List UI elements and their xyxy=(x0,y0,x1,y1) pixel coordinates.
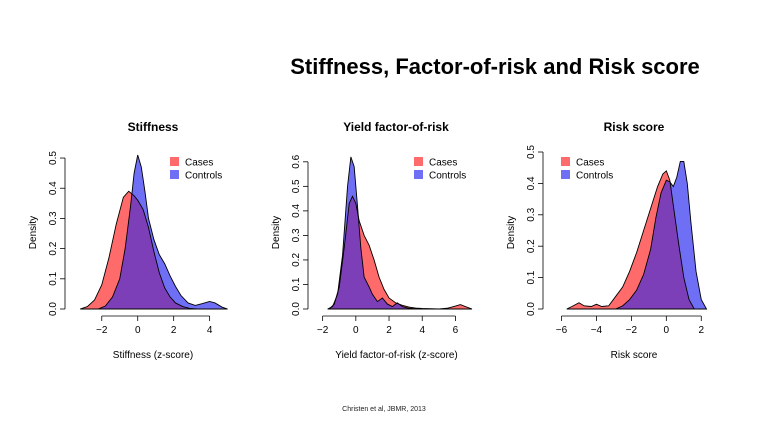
y-tick-label: 0.4 xyxy=(48,181,59,195)
series-overlap xyxy=(615,170,695,309)
x-tick-label: 2 xyxy=(386,325,392,336)
x-tick-label: −4 xyxy=(591,325,603,336)
y-axis-label: Density xyxy=(28,216,39,249)
legend-swatch-controls xyxy=(561,170,570,179)
series-line-cases xyxy=(328,195,473,310)
series-line-cases xyxy=(566,170,696,310)
x-tick-label: 0 xyxy=(135,325,141,336)
y-tick-label: 0.3 xyxy=(48,211,59,225)
x-tick-label: 6 xyxy=(453,325,459,336)
series-line-controls xyxy=(615,160,708,310)
legend-label-cases: Cases xyxy=(429,158,457,169)
y-tick-label: 0.5 xyxy=(526,145,537,159)
legend-label-cases: Cases xyxy=(576,158,604,169)
series-line-controls xyxy=(97,154,228,310)
y-tick-label: 0.0 xyxy=(291,302,302,316)
y-tick-label: 0.2 xyxy=(48,241,59,255)
x-tick-label: 0 xyxy=(664,325,670,336)
x-tick-label: 4 xyxy=(419,325,425,336)
legend-label-controls: Controls xyxy=(576,171,613,182)
series-overlap xyxy=(98,191,198,309)
legend-swatch-cases xyxy=(414,157,423,166)
y-tick-label: 0.1 xyxy=(291,277,302,291)
x-axis-label: Stiffness (z-score) xyxy=(113,350,193,361)
y-tick-label: 0.1 xyxy=(526,270,537,284)
x-axis-label: Risk score xyxy=(611,350,658,361)
chart-panel-1: Stiffness −2 0 2 4 Stiffness (z-score) 0.0 0.1 0… xyxy=(28,120,228,361)
legend: Cases Controls xyxy=(561,157,613,182)
chart-panel-3: Risk score −6 −4 −2 0 2 Risk score 0.0 0.1 0.2 0.3… xyxy=(506,120,708,361)
slide-title: Stiffness, Factor-of-risk and Risk score xyxy=(290,54,700,79)
y-tick-label: 0.2 xyxy=(526,239,537,253)
legend-swatch-cases xyxy=(561,157,570,166)
legend-label-cases: Cases xyxy=(185,158,213,169)
chart-title: Stiffness xyxy=(128,120,179,134)
legend: Cases Controls xyxy=(414,157,466,182)
y-tick-label: 0.4 xyxy=(526,176,537,190)
legend-swatch-controls xyxy=(170,170,179,179)
y-tick-label: 0.5 xyxy=(291,179,302,193)
legend-label-controls: Controls xyxy=(429,171,466,182)
chart-title: Yield factor-of-risk xyxy=(343,120,449,134)
series-overlap xyxy=(329,196,418,309)
legend: Cases Controls xyxy=(170,157,222,182)
series-line-controls xyxy=(327,156,418,310)
legend-swatch-controls xyxy=(414,170,423,179)
x-tick-label: 2 xyxy=(171,325,177,336)
y-tick-label: 0.0 xyxy=(526,302,537,316)
y-tick-label: 0.2 xyxy=(291,253,302,267)
series-line-cases xyxy=(80,190,198,310)
x-tick-label: 4 xyxy=(207,325,213,336)
y-tick-label: 0.0 xyxy=(48,302,59,316)
y-tick-label: 0.1 xyxy=(48,271,59,285)
x-tick-label: −2 xyxy=(317,325,329,336)
y-tick-label: 0.6 xyxy=(291,154,302,168)
x-tick-label: 2 xyxy=(698,325,704,336)
y-tick-label: 0.3 xyxy=(526,207,537,221)
x-axis-label: Yield factor-of-risk (z-score) xyxy=(335,350,457,361)
legend-label-controls: Controls xyxy=(185,171,222,182)
x-tick-label: −6 xyxy=(556,325,568,336)
x-tick-label: −2 xyxy=(626,325,638,336)
y-axis-label: Density xyxy=(506,216,517,249)
citation: Christen et al, JBMR, 2013 xyxy=(342,406,426,413)
y-axis-label: Density xyxy=(271,216,282,249)
y-tick-label: 0.3 xyxy=(291,228,302,242)
chart-title: Risk score xyxy=(604,120,665,134)
x-tick-label: 0 xyxy=(353,325,359,336)
y-tick-label: 0.4 xyxy=(291,203,302,217)
x-tick-label: −2 xyxy=(96,325,108,336)
legend-swatch-cases xyxy=(170,157,179,166)
y-tick-label: 0.5 xyxy=(48,151,59,165)
chart-panel-2: Yield factor-of-risk −2 0 2 4 6 Yield factor-o… xyxy=(271,120,473,361)
